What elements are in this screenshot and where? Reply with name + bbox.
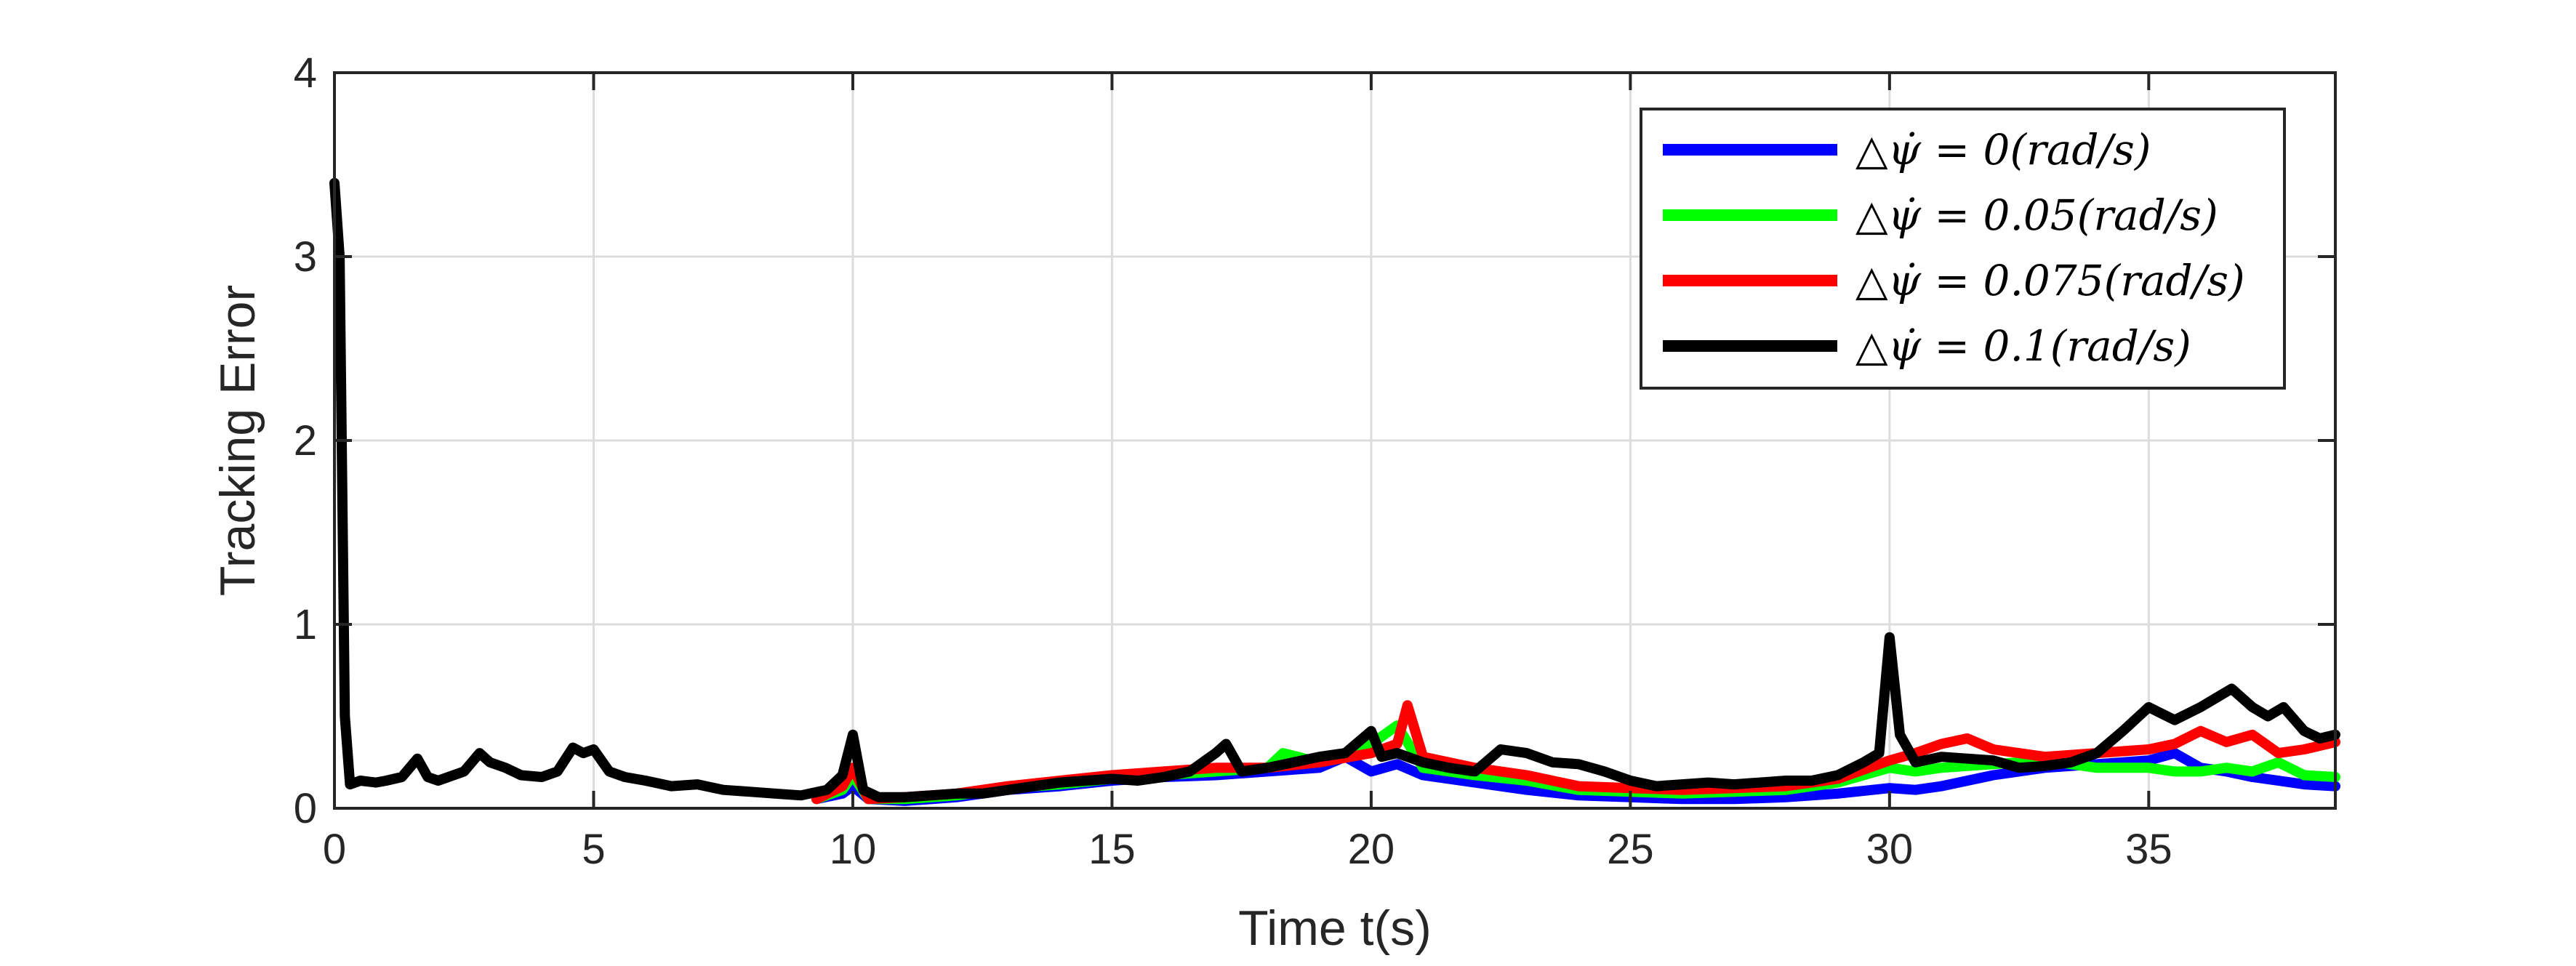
- x-axis-title: Time t(s): [1238, 901, 1432, 956]
- x-tick-label: 10: [830, 826, 877, 873]
- y-tick-label: 4: [294, 49, 317, 97]
- series-group: [329, 177, 2340, 806]
- series-line-3: [329, 177, 2340, 802]
- x-tick-label: 25: [1607, 826, 1654, 873]
- x-tick-label: 20: [1348, 826, 1395, 873]
- y-tick-label: 1: [294, 601, 317, 648]
- x-tick-label: 5: [582, 826, 605, 873]
- x-tick-label: 15: [1088, 826, 1136, 873]
- y-axis-title: Tracking Error: [210, 285, 265, 596]
- legend-label-3: △ψ̇ = 0.1(rad/s): [1855, 321, 2191, 371]
- legend: △ψ̇ = 0(rad/s) △ψ̇ = 0.05(rad/s) △ψ̇ = 0.0…: [1640, 108, 2286, 390]
- y-tick-label: 0: [294, 785, 317, 832]
- x-tick-label: 35: [2125, 826, 2172, 873]
- x-tick-label: 0: [323, 826, 346, 873]
- legend-label-0: △ψ̇ = 0(rad/s): [1855, 125, 2151, 174]
- tick-label-group: 0 5 10 15 20 25 30 35 0 1 2 3 4: [294, 49, 2172, 873]
- y-tick-label: 2: [294, 417, 317, 464]
- y-tick-label: 3: [294, 233, 317, 281]
- tick-group: [333, 71, 2335, 810]
- legend-label-1: △ψ̇ = 0.05(rad/s): [1855, 190, 2218, 240]
- x-tick-label: 30: [1866, 826, 1914, 873]
- legend-label-2: △ψ̇ = 0.075(rad/s): [1855, 256, 2245, 305]
